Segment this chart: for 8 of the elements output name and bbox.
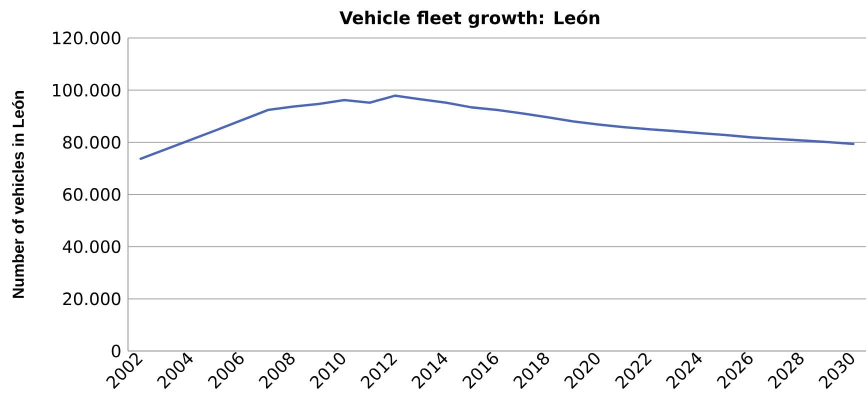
- y-tick-label: 60.000: [63, 188, 120, 201]
- y-axis-title: Number of vehicles in León: [12, 91, 24, 298]
- y-tick-label: 20.000: [63, 292, 120, 306]
- y-tick-label: 80.000: [63, 136, 120, 149]
- y-tick-label: 40.000: [62, 240, 120, 254]
- chart-title: Vehicle fleet growth: León: [339, 10, 600, 28]
- y-tick-label: 100.000: [53, 84, 120, 97]
- y-tick-label: 120.000: [53, 32, 120, 44]
